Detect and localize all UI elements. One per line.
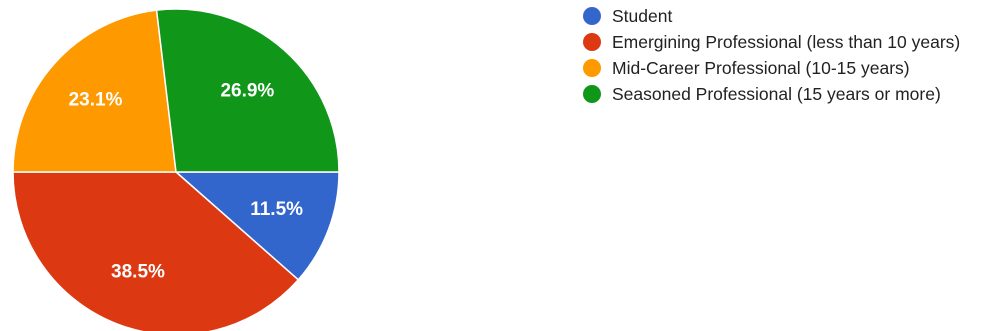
pie-slice-label-2: 23.1% (69, 90, 123, 111)
legend-item-1: Emergining Professional (less than 10 ye… (583, 31, 988, 54)
pie-slice-label-0: 11.5% (250, 199, 303, 220)
legend-item-3: Seasoned Professional (15 years or more) (583, 83, 988, 106)
legend-item-2: Mid-Career Professional (10-15 years) (583, 57, 988, 80)
legend-swatch (583, 33, 601, 51)
legend-label: Emergining Professional (less than 10 ye… (612, 32, 961, 52)
legend-swatch (583, 85, 601, 103)
legend-label: Student (612, 6, 673, 26)
legend-item-0: Student (583, 5, 988, 28)
pie-slice-label-3: 26.9% (220, 81, 274, 102)
legend-swatch (583, 7, 601, 25)
pie-slice-0 (174, 171, 340, 281)
legend-label: Seasoned Professional (15 years or more) (612, 84, 941, 104)
legend-swatch (583, 59, 601, 77)
pie-slice-2 (12, 9, 177, 173)
pie-slices (12, 8, 340, 331)
legend-label: Mid-Career Professional (10-15 years) (612, 58, 910, 78)
pie-slice-label-1: 38.5% (111, 262, 165, 283)
chart-legend: Student Emergining Professional (less tha… (583, 5, 988, 109)
pie-slice-3 (155, 8, 340, 173)
pie-chart: 11.5% 38.5% 23.1% 26.9% (12, 8, 340, 331)
pie-slice-1 (12, 171, 300, 331)
pie-slice-labels: 11.5% 38.5% 23.1% 26.9% (69, 81, 304, 283)
